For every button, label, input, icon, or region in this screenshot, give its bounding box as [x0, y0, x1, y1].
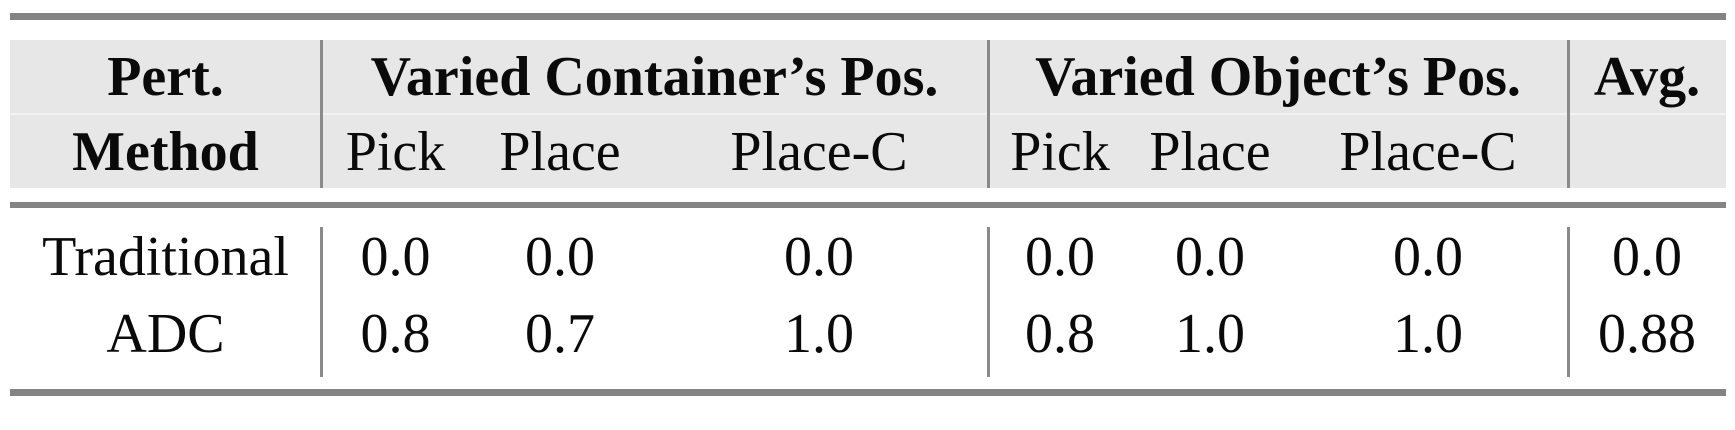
row-adc-g2-place-c: 1.0 — [1393, 303, 1463, 365]
table-header-row-2: Method Pick Place Place-C Pick Place Pla… — [10, 115, 1726, 188]
row-traditional-g2-place: 0.0 — [1175, 225, 1245, 288]
subheader-g2-place: Place — [1149, 120, 1271, 183]
row-traditional-g1-place: 0.0 — [525, 225, 595, 288]
divider-groups-header — [987, 40, 990, 188]
row-adc-g2-place: 1.0 — [1175, 303, 1245, 365]
row-traditional-g2-pick: 0.0 — [1025, 225, 1095, 288]
row-adc-g2-pick: 0.8 — [1025, 303, 1095, 365]
header-avg: Avg. — [1593, 45, 1701, 108]
row-adc-method: ADC — [106, 303, 225, 365]
row-adc-g1-pick: 0.8 — [360, 303, 431, 365]
header-method: Method — [72, 120, 259, 183]
header-group-varied-container: Varied Container’s Pos. — [370, 45, 939, 108]
divider-method-body — [320, 227, 323, 377]
row-traditional-avg: 0.0 — [1612, 225, 1682, 288]
table-body: Traditional 0.0 0.0 0.0 0.0 0.0 0.0 0.0 … — [10, 218, 1726, 373]
subheader-g1-place-c: Place-C — [730, 120, 908, 183]
divider-groups-body — [987, 227, 990, 377]
subheader-g1-pick: Pick — [345, 120, 446, 183]
divider-avg-body — [1567, 227, 1570, 377]
subheader-g1-place: Place — [499, 120, 621, 183]
row-adc-g1-place-c: 1.0 — [784, 303, 854, 365]
table-mid-rule — [10, 202, 1726, 208]
row-traditional-g1-place-c: 0.0 — [784, 225, 854, 288]
row-traditional-g1-pick: 0.0 — [360, 225, 431, 288]
subheader-g2-pick: Pick — [1010, 120, 1110, 183]
subheader-avg-empty — [1568, 115, 1726, 188]
table-top-rule — [10, 13, 1726, 20]
header-group-varied-object: Varied Object’s Pos. — [1035, 45, 1521, 108]
header-pert: Pert. — [107, 45, 224, 108]
row-traditional-method: Traditional — [42, 225, 289, 288]
row-adc-avg: 0.88 — [1598, 303, 1696, 365]
table-bottom-rule — [10, 389, 1726, 396]
row-traditional-g2-place-c: 0.0 — [1393, 225, 1463, 288]
subheader-g2-place-c: Place-C — [1339, 120, 1517, 183]
header-row-separator — [10, 113, 1726, 115]
row-adc-g1-place: 0.7 — [525, 303, 595, 365]
divider-method-header — [320, 40, 323, 188]
divider-avg-header — [1567, 40, 1570, 188]
table-header-row-1: Pert. Varied Container’s Pos. Varied Obj… — [10, 40, 1726, 113]
